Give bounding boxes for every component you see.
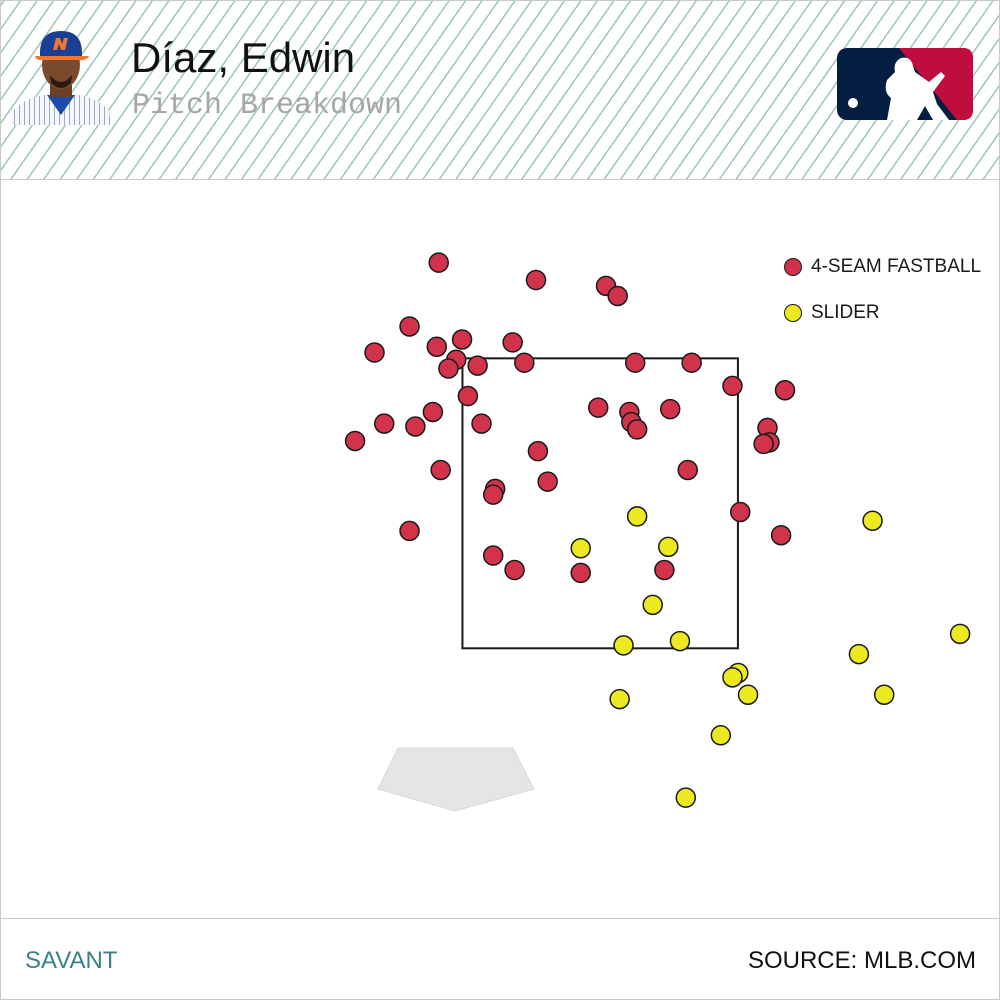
pitch-point-4-seam-fastball[interactable] [525,269,547,291]
pitch-point-4-seam-fastball[interactable] [471,413,492,434]
pitch-point-4-seam-fastball[interactable] [659,398,681,420]
legend-label-fastball: 4-SEAM FASTBALL [811,256,982,277]
pitch-location-chart [344,252,971,812]
pitch-point-4-seam-fastball[interactable] [399,316,420,337]
pitch-point-4-seam-fastball[interactable] [373,413,395,434]
pitch-point-slider[interactable] [949,623,971,645]
pitch-point-4-seam-fastball[interactable] [438,358,459,379]
pitch-point-4-seam-fastball[interactable] [422,401,444,423]
pitch-point-4-seam-fastball[interactable] [770,524,792,546]
pitch-point-slider[interactable] [613,635,634,656]
pitch-point-slider[interactable] [626,506,648,527]
pitch-points [344,252,971,808]
legend-swatch-fastball [784,258,802,276]
pitch-point-4-seam-fastball[interactable] [364,342,385,363]
pitch-point-4-seam-fastball[interactable] [399,520,420,542]
pitch-point-4-seam-fastball[interactable] [753,433,774,455]
page-subtitle: Pitch Breakdown [132,89,403,123]
pitch-point-4-seam-fastball[interactable] [428,252,449,273]
pitch-point-4-seam-fastball[interactable] [730,501,751,523]
pitch-point-4-seam-fastball[interactable] [527,440,549,462]
pitch-point-4-seam-fastball[interactable] [626,419,648,440]
pitch-point-4-seam-fastball[interactable] [570,562,591,584]
pitch-point-slider[interactable] [710,725,732,746]
pitch-point-slider[interactable] [722,667,743,688]
mlb-logo-icon [837,48,973,120]
avatar [9,25,113,125]
home-plate [377,747,535,812]
pitch-point-slider[interactable] [642,594,663,616]
player-headshot-icon [11,31,111,125]
footer-divider [1,918,999,919]
pitch-point-4-seam-fastball[interactable] [607,285,628,307]
pitch-point-slider[interactable] [570,538,591,559]
pitch-point-slider[interactable] [609,688,630,710]
pitch-point-slider[interactable] [669,630,691,652]
legend-label-slider: SLIDER [811,302,880,323]
pitch-point-4-seam-fastball[interactable] [654,559,675,581]
pitch-point-4-seam-fastball[interactable] [451,329,473,350]
pitch-point-4-seam-fastball[interactable] [467,355,488,376]
pitch-point-slider[interactable] [675,787,697,808]
pitch-point-slider[interactable] [737,684,759,705]
pitch-point-4-seam-fastball[interactable] [624,352,646,373]
legend-item-slider: SLIDER [784,302,880,324]
page-title: Díaz, Edwin [131,34,356,81]
pitch-point-4-seam-fastball[interactable] [681,352,702,373]
pitch-point-4-seam-fastball[interactable] [482,484,504,505]
pitch-point-4-seam-fastball[interactable] [722,375,743,397]
source-credit: SOURCE: MLB.COM [747,947,976,974]
pitch-point-4-seam-fastball[interactable] [502,332,523,353]
pitch-point-slider[interactable] [873,684,895,705]
pitch-point-4-seam-fastball[interactable] [677,459,698,481]
pitch-point-4-seam-fastball[interactable] [344,430,366,452]
pitch-point-4-seam-fastball[interactable] [514,352,535,373]
pitch-point-4-seam-fastball[interactable] [504,559,525,581]
pitch-point-slider[interactable] [658,536,679,558]
pitch-point-4-seam-fastball[interactable] [426,336,448,357]
pitch-point-slider[interactable] [862,510,883,531]
pitch-point-4-seam-fastball[interactable] [457,385,479,407]
savant-link[interactable]: SAVANT [25,947,118,974]
pitch-point-4-seam-fastball[interactable] [482,545,504,566]
pitch-point-slider[interactable] [848,643,870,665]
legend-swatch-slider [784,304,802,322]
pitch-point-4-seam-fastball[interactable] [587,397,609,418]
pitch-point-4-seam-fastball[interactable] [537,471,558,492]
pitch-point-4-seam-fastball[interactable] [774,379,796,401]
header: Díaz, Edwin Pitch Breakdown [1,1,999,180]
pitch-point-4-seam-fastball[interactable] [405,416,426,437]
legend-item-fastball: 4-SEAM FASTBALL [784,256,981,278]
pitch-point-4-seam-fastball[interactable] [430,459,451,481]
